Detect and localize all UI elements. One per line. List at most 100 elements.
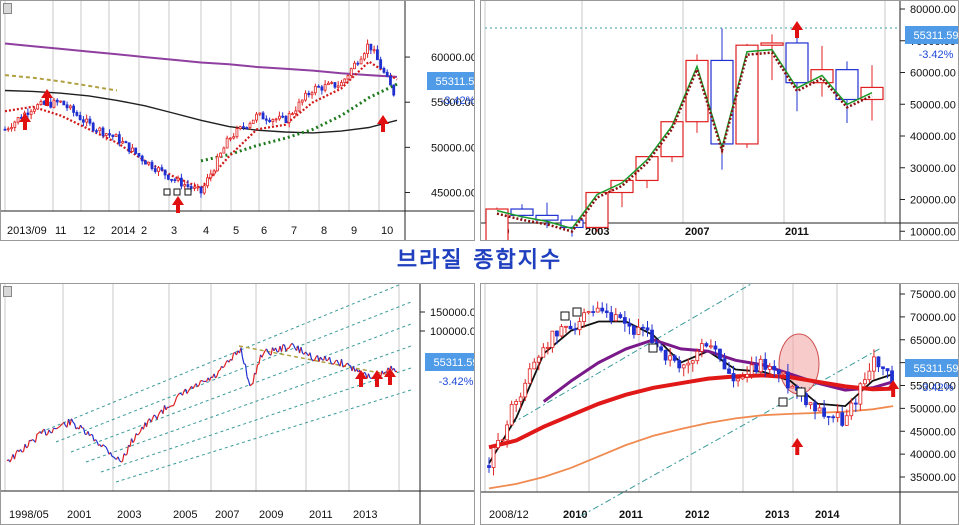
y-tick-label: 55000.00 [910,381,956,393]
price-candle [731,373,736,382]
price-segment [137,433,140,436]
price-segment [367,373,371,379]
price-candle [212,170,216,175]
price-segment [60,423,63,426]
price-segment [106,449,110,455]
price-candle [586,311,591,314]
price-candle [867,370,872,381]
price-segment [29,439,32,442]
price-candle [82,119,85,123]
price-segment [22,444,26,452]
y-tick-label: 65000.00 [910,335,956,347]
price-candle [343,78,347,83]
price-candle [36,104,40,110]
price-segment [32,438,35,442]
price-segment [21,451,24,453]
price-segment [95,439,98,442]
price-segment [255,364,259,375]
price-candle [849,402,854,417]
y-tick-label: 50000.00 [910,99,956,111]
last-price-label: 55311.59 [435,76,475,88]
price-candle [369,43,373,51]
price-candle [577,321,582,331]
price-candle [375,49,379,61]
price-segment [221,365,224,369]
signal-arrow [791,21,803,38]
price-candle [176,177,180,181]
price-candle [52,99,56,108]
price-candle [627,322,632,327]
price-segment [138,430,142,435]
price-candle [645,327,650,331]
price-segment [249,384,252,387]
price-candle [78,114,82,121]
price-segment [330,362,333,365]
moving-average-line [488,320,894,464]
x-tick-label: 2 [141,225,147,237]
price-candle [699,343,704,352]
arrow-shape [791,438,804,455]
price-candle [49,101,53,108]
y-tick-label: 45000.00 [431,187,475,199]
price-candle [261,112,265,120]
panel-menu-box[interactable] [3,3,12,14]
price-segment [57,426,60,429]
price-candle [75,111,79,116]
arrow-shape [377,115,389,132]
x-tick-label: 9 [351,225,357,237]
moving-average-line [4,60,398,190]
panel-menu-box[interactable] [3,286,12,297]
y-tick-label: 20000.00 [910,195,956,207]
y-tick-label: 50000.00 [910,403,956,415]
last-price-label: 55311.59 [433,357,475,369]
y-tick-label: 10000.00 [910,226,956,238]
price-candle [137,153,141,157]
price-segment [251,382,254,386]
price-candle [336,85,340,88]
price-candle [330,82,334,84]
price-segment [244,364,248,377]
price-candle [496,440,500,449]
price-segment [96,441,100,446]
price-candle [317,85,321,88]
x-tick-label: 6 [261,225,267,237]
price-candle [831,416,836,419]
price-candle [555,330,559,337]
price-segment [291,342,294,346]
price-candle [632,325,636,335]
moving-average-line [496,51,873,233]
x-tick-label: 2012 [685,509,709,521]
price-candle [518,396,523,402]
price-candle [108,133,111,136]
last-price-tag [905,26,958,44]
price-candle [323,84,327,91]
signal-arrow [791,438,804,455]
price-candle [804,393,808,406]
price-segment [174,397,178,403]
signal-arrow [887,380,900,397]
price-candle [500,439,505,442]
moving-average-line [200,82,398,163]
chart-svg: 150000.00 100000.00 1998/05 2001 2003 2005 200… [1,284,475,524]
chart-svg: 75000.0070000.0065000.0060000.0055000.00… [481,284,958,524]
price-candle [287,113,291,123]
chart-svg: 80000.0070000.0060000.0050000.0040000.00… [481,1,958,240]
trend-line [238,345,397,377]
chart-panel-daily: 60000.00 55000.00 50000.00 45000.00 2013/09 1… [0,0,475,241]
last-price-tag [425,353,474,371]
price-candle [163,169,167,176]
x-tick-label: 4 [203,225,209,237]
price-candle [776,369,781,375]
price-segment [48,429,52,433]
low-marker [163,188,171,196]
price-candle [514,400,519,405]
price-candle [238,126,242,130]
price-candle [85,118,89,123]
yearly-candle [735,44,759,145]
price-segment [34,433,38,443]
price-candle [127,142,131,152]
price-candle [382,67,386,73]
price-candle [550,330,555,348]
price-segment [340,359,344,368]
arrow-shape [41,89,53,106]
